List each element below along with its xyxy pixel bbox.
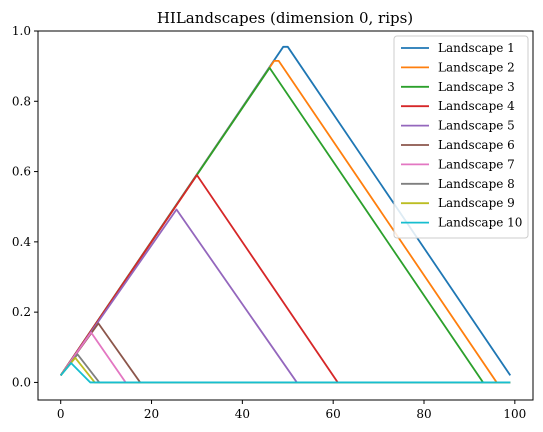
legend-entry: Landscape 1 bbox=[401, 41, 515, 55]
x-tick-label: 60 bbox=[326, 407, 341, 421]
y-tick-label: 0.2 bbox=[12, 305, 31, 319]
legend-entry: Landscape 6 bbox=[401, 138, 515, 152]
series-line-8 bbox=[60, 353, 511, 384]
legend-label: Landscape 3 bbox=[438, 80, 515, 94]
y-tick-label: 0.6 bbox=[12, 165, 31, 179]
y-tick-label: 0.0 bbox=[12, 375, 31, 389]
series-layer bbox=[59, 45, 512, 384]
legend-entry: Landscape 4 bbox=[401, 99, 515, 113]
legend-label: Landscape 5 bbox=[438, 119, 515, 133]
legend-label: Landscape 7 bbox=[438, 157, 515, 171]
legend-label: Landscape 9 bbox=[438, 196, 515, 210]
legend-label: Landscape 6 bbox=[438, 138, 515, 152]
legend-label: Landscape 8 bbox=[438, 177, 515, 191]
x-tick-label: 20 bbox=[144, 407, 159, 421]
series-line-10 bbox=[60, 362, 511, 384]
legend-entry: Landscape 8 bbox=[401, 177, 515, 191]
x-tick-label: 40 bbox=[235, 407, 250, 421]
legend-entry: Landscape 3 bbox=[401, 80, 515, 94]
series-line-6 bbox=[59, 322, 511, 384]
legend: Landscape 1 Landscape 2 Landscape 3 Landsca… bbox=[393, 35, 529, 239]
legend-entry: Landscape 7 bbox=[401, 157, 515, 171]
x-axis: 0 20 40 60 80 100 bbox=[57, 400, 526, 421]
y-tick-label: 1.0 bbox=[12, 24, 31, 38]
legend-label: Landscape 10 bbox=[438, 216, 522, 230]
legend-entry: Landscape 10 bbox=[401, 216, 522, 230]
y-tick-label: 0.4 bbox=[12, 235, 31, 249]
series-line-9 bbox=[60, 356, 511, 384]
legend-entry: Landscape 5 bbox=[401, 119, 515, 133]
legend-label: Landscape 4 bbox=[438, 99, 515, 113]
x-tick-label: 0 bbox=[57, 407, 65, 421]
legend-entry: Landscape 9 bbox=[401, 196, 515, 210]
plot-frame bbox=[37, 30, 534, 401]
legend-entry: Landscape 2 bbox=[401, 60, 515, 74]
y-tick-label: 0.8 bbox=[12, 94, 31, 108]
legend-label: Landscape 2 bbox=[438, 60, 515, 74]
x-tick-label: 80 bbox=[416, 407, 431, 421]
x-tick-label: 100 bbox=[503, 407, 526, 421]
series-line-7 bbox=[59, 331, 511, 384]
y-axis: 0.0 0.2 0.4 0.6 0.8 1.0 bbox=[12, 24, 38, 389]
legend-label: Landscape 1 bbox=[438, 41, 515, 55]
chart-title: HILandscapes (dimension 0, rips) bbox=[157, 9, 413, 27]
